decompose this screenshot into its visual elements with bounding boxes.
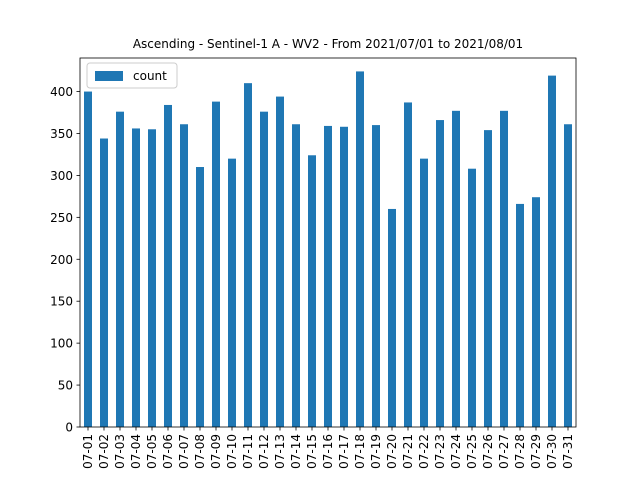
- bar-07-06: [164, 104, 172, 428]
- x-tick-label-07-05: 07-05: [145, 434, 159, 469]
- bar-07-21: [404, 102, 412, 427]
- x-tick-label-07-22: 07-22: [417, 434, 431, 469]
- bar-07-20: [388, 208, 396, 427]
- x-tick-label-07-12: 07-12: [257, 434, 271, 469]
- bar-07-28: [516, 203, 524, 427]
- bar-07-02: [100, 138, 108, 427]
- bar-07-25: [468, 168, 476, 427]
- x-tick-label-07-06: 07-06: [161, 434, 175, 469]
- x-tick-label-07-28: 07-28: [513, 434, 527, 469]
- y-tick-label-350: 350: [50, 127, 73, 141]
- bar-07-03: [116, 111, 124, 428]
- x-tick-label-07-08: 07-08: [193, 434, 207, 469]
- x-tick-label-07-14: 07-14: [289, 434, 303, 469]
- y-tick-label-0: 0: [65, 421, 73, 435]
- bar-07-01: [84, 91, 92, 428]
- y-tick-label-150: 150: [50, 295, 73, 309]
- bar-07-17: [340, 126, 348, 428]
- x-tick-label-07-31: 07-31: [561, 434, 575, 469]
- x-tick-label-07-09: 07-09: [209, 434, 223, 469]
- bars-group: [84, 71, 572, 428]
- x-tick-label-07-07: 07-07: [177, 434, 191, 469]
- bar-07-16: [324, 125, 332, 428]
- x-tick-label-07-19: 07-19: [369, 434, 383, 469]
- bar-07-12: [260, 111, 268, 428]
- bar-07-05: [148, 129, 156, 427]
- x-tick-label-07-10: 07-10: [225, 434, 239, 469]
- x-tick-label-07-01: 07-01: [81, 434, 95, 469]
- x-tick-label-07-18: 07-18: [353, 434, 367, 469]
- bar-07-14: [292, 124, 300, 427]
- x-tick-label-07-30: 07-30: [545, 434, 559, 469]
- x-tick-label-07-21: 07-21: [401, 434, 415, 469]
- x-tick-label-07-20: 07-20: [385, 434, 399, 469]
- bar-07-18: [356, 71, 364, 428]
- bar-07-15: [308, 155, 316, 427]
- legend-swatch-count: [95, 71, 123, 81]
- legend-frame: [86, 62, 178, 89]
- x-tick-label-07-13: 07-13: [273, 434, 287, 469]
- x-tick-label-07-23: 07-23: [433, 434, 447, 469]
- bar-07-08: [196, 167, 204, 427]
- chart-title: Ascending - Sentinel-1 A - WV2 - From 20…: [133, 37, 523, 51]
- x-tick-label-07-26: 07-26: [481, 434, 495, 469]
- x-tick-label-07-16: 07-16: [321, 434, 335, 469]
- bar-07-26: [484, 130, 492, 427]
- bar-07-22: [420, 158, 428, 427]
- bar-07-27: [500, 110, 508, 427]
- bar-07-07: [180, 124, 188, 427]
- y-tick-label-400: 400: [50, 85, 73, 99]
- legend: count: [86, 62, 178, 89]
- bar-07-10: [228, 158, 236, 427]
- bar-07-31: [564, 124, 572, 427]
- y-tick-label-50: 50: [58, 379, 73, 393]
- x-tick-label-07-03: 07-03: [113, 434, 127, 469]
- bar-07-11: [244, 83, 252, 427]
- x-tick-label-07-24: 07-24: [449, 434, 463, 469]
- bar-07-29: [532, 197, 540, 427]
- bar-07-13: [276, 96, 284, 427]
- y-tick-label-250: 250: [50, 211, 73, 225]
- bar-07-30: [548, 75, 556, 428]
- bar-07-09: [212, 101, 220, 428]
- x-tick-label-07-11: 07-11: [241, 434, 255, 469]
- y-tick-label-300: 300: [50, 169, 73, 183]
- bar-07-19: [372, 125, 380, 427]
- y-tick-label-100: 100: [50, 337, 73, 351]
- x-tick-label-07-27: 07-27: [497, 434, 511, 469]
- bar-07-24: [452, 110, 460, 427]
- x-tick-label-07-02: 07-02: [97, 434, 111, 469]
- x-tick-label-07-15: 07-15: [305, 434, 319, 469]
- x-tick-label-07-25: 07-25: [465, 434, 479, 469]
- x-tick-label-07-17: 07-17: [337, 434, 351, 469]
- y-tick-label-200: 200: [50, 253, 73, 267]
- bar-07-04: [132, 128, 140, 427]
- bar-07-23: [436, 120, 444, 427]
- x-tick-label-07-29: 07-29: [529, 434, 543, 469]
- legend-label-count: count: [133, 69, 167, 83]
- x-tick-label-07-04: 07-04: [129, 434, 143, 469]
